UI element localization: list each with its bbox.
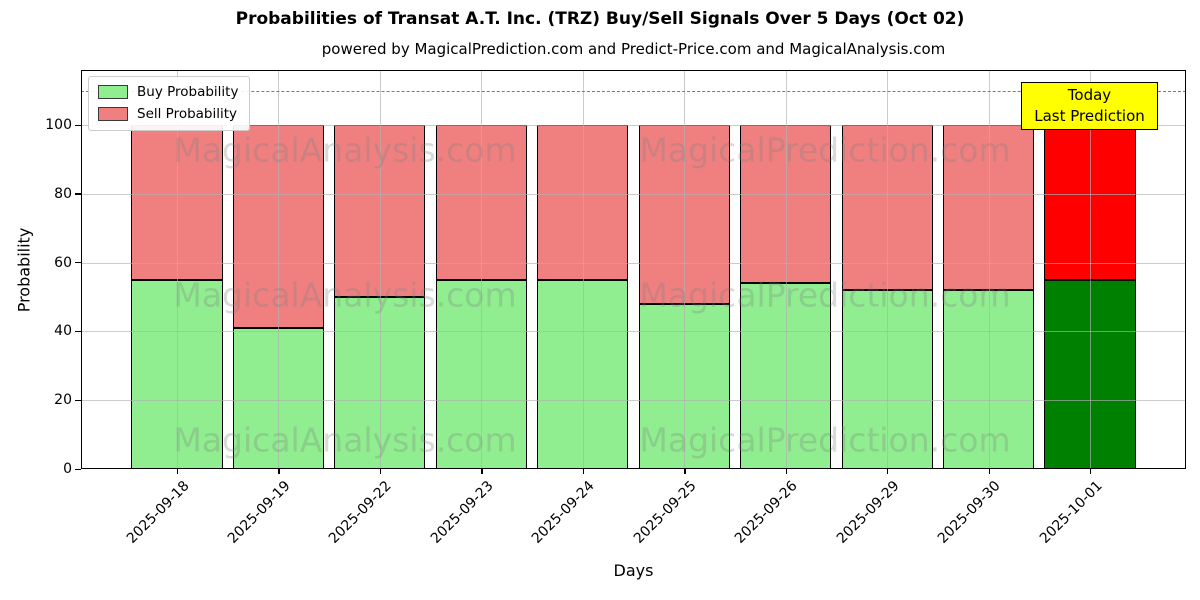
y-tick-label: 20: [54, 392, 72, 409]
watermark-text: MagicalAnalysis.com: [173, 130, 517, 170]
x-tick-mark: [481, 469, 483, 474]
y-tick-mark: [75, 330, 81, 333]
sell-bar-segment: [740, 125, 832, 284]
watermark-text: MagicalPrediction.com: [639, 130, 1011, 170]
x-tick-mark: [684, 469, 686, 474]
legend: Buy Probability Sell Probability: [88, 76, 251, 131]
x-tick-mark: [988, 469, 990, 474]
x-tick-date-label: 2025-09-29: [833, 478, 903, 547]
x-tick-date-label: 2025-09-22: [326, 478, 396, 547]
x-tick-date-label: 2025-09-18: [123, 478, 193, 547]
legend-swatch: [98, 107, 128, 121]
annotation-line: Today: [1067, 86, 1112, 104]
legend-label: Sell Probability: [137, 106, 238, 122]
buy-bar-segment: [1044, 279, 1136, 469]
dashed-threshold-line: [81, 90, 1186, 92]
y-tick-label: 100: [45, 117, 72, 134]
x-tick-date-label: 2025-09-26: [732, 478, 802, 547]
watermark-text: MagicalAnalysis.com: [173, 275, 517, 315]
legend-entry: Buy Probability: [98, 84, 238, 100]
y-tick-mark: [75, 262, 81, 264]
x-tick-mark: [278, 469, 280, 474]
x-tick-date-label: 2025-09-19: [224, 478, 294, 547]
chart-title: Probabilities of Transat A.T. Inc. (TRZ)…: [235, 9, 965, 29]
sell-bar-segment: [1044, 125, 1136, 280]
v-gridline: [1090, 70, 1092, 469]
y-tick-mark: [75, 468, 81, 470]
x-tick-date-label: 2025-09-30: [935, 478, 1004, 547]
buy-bar-segment: [942, 290, 1035, 469]
watermark-text: MagicalPrediction.com: [639, 420, 1011, 460]
legend-entry: Sell Probability: [98, 106, 238, 122]
x-axis-label: Days: [613, 561, 654, 580]
x-tick-mark: [176, 469, 179, 474]
sell-bar-segment: [638, 125, 730, 304]
y-tick-mark: [75, 399, 81, 401]
x-tick-mark: [379, 469, 382, 474]
x-tick-mark: [785, 469, 787, 474]
h-gridline: [81, 193, 1186, 195]
v-gridline: [176, 70, 178, 469]
x-tick-date-label: 2025-09-24: [529, 478, 599, 547]
y-tick-label: 80: [54, 185, 72, 202]
v-gridline: [278, 70, 280, 469]
v-gridline: [481, 70, 483, 469]
x-tick-date-label: 2025-09-25: [630, 478, 700, 547]
x-tick-date-label: 2025-09-23: [427, 478, 497, 547]
legend-swatch: [98, 85, 128, 99]
y-tick-mark: [75, 124, 81, 126]
x-tick-date-label: 2025-10-01: [1036, 478, 1106, 547]
v-gridline: [379, 70, 381, 469]
chart-subtitle: powered by MagicalPrediction.com and Pre…: [321, 40, 946, 58]
y-tick-mark: [75, 193, 81, 195]
h-gridline: [81, 400, 1186, 402]
h-gridline: [81, 125, 1186, 127]
y-tick-label: 0: [63, 461, 72, 477]
v-gridline: [887, 70, 889, 469]
buy-bar-segment: [841, 290, 933, 469]
v-gridline: [582, 70, 584, 469]
watermark-text: MagicalAnalysis.com: [173, 420, 517, 460]
h-gridline: [81, 331, 1186, 333]
h-gridline: [81, 262, 1186, 264]
x-tick-mark: [887, 469, 889, 474]
v-gridline: [988, 70, 990, 469]
v-gridline: [785, 70, 787, 469]
y-tick-label: 40: [54, 323, 72, 340]
annotation-line: Last Prediction: [1034, 107, 1145, 125]
x-tick-mark: [582, 469, 585, 474]
plot-area: [81, 70, 1186, 469]
x-tick-mark: [1090, 469, 1092, 474]
today-annotation-box: Today Last Prediction: [1021, 82, 1158, 130]
y-tick-label: 60: [54, 254, 72, 271]
watermark-text: MagicalPrediction.com: [639, 275, 1011, 315]
v-gridline: [684, 70, 686, 469]
legend-label: Buy Probability: [137, 84, 239, 100]
